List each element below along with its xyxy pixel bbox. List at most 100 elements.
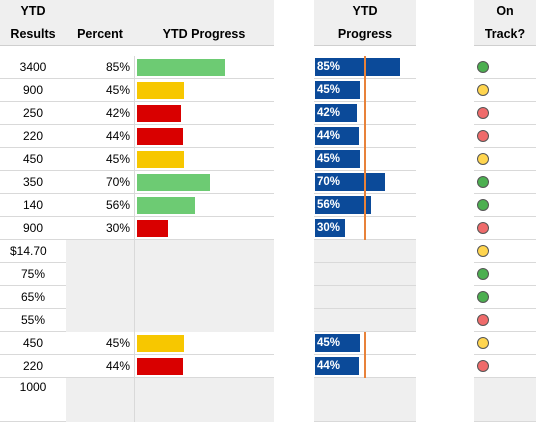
result-cell: 450 [22, 336, 44, 350]
table-row: 55% [0, 309, 274, 332]
table-row: 450 45% [0, 332, 274, 355]
progress-row: 30% [314, 217, 416, 240]
percent-header: Percent [77, 27, 123, 41]
ytd-progress-cell [134, 148, 274, 171]
ytd-progress-bar [137, 105, 181, 122]
target-line [364, 194, 366, 217]
percent-cell [66, 240, 134, 263]
percent-cell: 44% [105, 129, 130, 143]
ytd-progress-header: YTD Progress [162, 27, 246, 41]
left-rows: 3400 85% 900 45% 250 42% 220 44% 450 45% 350 70% 140… [0, 56, 274, 422]
table-row: 900 30% [0, 217, 274, 240]
ontrack-row [474, 148, 536, 171]
progress-bar: 45% [315, 150, 360, 168]
status-green-icon [477, 176, 489, 188]
ytd-progress-cell [134, 355, 274, 378]
progress-row: 45% [314, 148, 416, 171]
progress-bar: 85% [315, 58, 400, 76]
ytd-progress-bar [137, 358, 183, 375]
percent-cell: 30% [105, 221, 130, 235]
progress-column: YTD Progress 85% 45% 42% 44% 45% 70% 56% 30% 45%… [314, 0, 416, 422]
status-yellow-icon [477, 84, 489, 96]
percent-cell: 44% [105, 359, 130, 373]
table-row: 350 70% [0, 171, 274, 194]
table-row: 65% [0, 286, 274, 309]
result-cell: 450 [22, 152, 44, 166]
progress-rows: 85% 45% 42% 44% 45% 70% 56% 30% 45% 44% [314, 56, 416, 422]
ontrack-header: Track? [474, 23, 536, 46]
table-row: 1000 [0, 378, 274, 422]
progress-row: 45% [314, 79, 416, 102]
target-line [364, 56, 366, 79]
ytd-progress-cell [134, 102, 274, 125]
ontrack-row [474, 79, 536, 102]
table-row: 900 45% [0, 79, 274, 102]
progress-row: 44% [314, 125, 416, 148]
progress-bar: 70% [315, 173, 385, 191]
status-green-icon [477, 61, 489, 73]
ytd-progress-cell [134, 240, 274, 263]
table-row: 450 45% [0, 148, 274, 171]
results-header: Results [10, 27, 56, 41]
percent-cell [66, 263, 134, 286]
ytd-table: YTD Results Percent YTD Progress 3400 85%… [0, 0, 274, 422]
ytd-progress-bar [137, 59, 225, 76]
result-cell: 140 [22, 198, 44, 212]
status-red-icon [477, 222, 489, 234]
progress-row: 44% [314, 355, 416, 378]
ontrack-row [474, 171, 536, 194]
percent-cell: 45% [105, 336, 130, 350]
progress-bar: 30% [315, 219, 345, 237]
progress-row: 70% [314, 171, 416, 194]
results-header-top: YTD [20, 4, 46, 18]
status-yellow-icon [477, 245, 489, 257]
result-cell: 75% [20, 267, 46, 281]
ontrack-row [474, 240, 536, 263]
progress-bar: 45% [315, 334, 360, 352]
table-row: 3400 85% [0, 56, 274, 79]
ontrack-row [474, 355, 536, 378]
progress-header: Progress [314, 23, 416, 46]
progress-header-top: YTD [314, 0, 416, 23]
progress-row [314, 240, 416, 263]
progress-row [314, 286, 416, 309]
target-line [364, 355, 366, 378]
ytd-progress-cell [134, 56, 274, 79]
result-cell: 350 [22, 175, 44, 189]
progress-bar: 44% [315, 357, 359, 375]
result-cell: 900 [22, 221, 44, 235]
progress-bar: 45% [315, 81, 360, 99]
ytd-progress-cell [134, 332, 274, 355]
ytd-progress-cell [134, 309, 274, 332]
table-row: 75% [0, 263, 274, 286]
ontrack-row [474, 332, 536, 355]
progress-row: 56% [314, 194, 416, 217]
percent-cell: 45% [105, 83, 130, 97]
progress-row: 85% [314, 56, 416, 79]
status-green-icon [477, 291, 489, 303]
percent-cell [66, 309, 134, 332]
target-line [364, 332, 366, 355]
ytd-progress-cell [134, 378, 274, 422]
table-row: 250 42% [0, 102, 274, 125]
ontrack-row [474, 378, 536, 422]
target-line [364, 148, 366, 171]
status-red-icon [477, 130, 489, 142]
ontrack-row [474, 286, 536, 309]
ytd-progress-bar [137, 82, 184, 99]
ontrack-row [474, 194, 536, 217]
target-line [364, 102, 366, 125]
progress-row [314, 263, 416, 286]
ytd-progress-cell [134, 194, 274, 217]
result-cell: 55% [20, 313, 46, 327]
ontrack-row [474, 125, 536, 148]
table-row: 220 44% [0, 355, 274, 378]
target-line [364, 217, 366, 240]
status-green-icon [477, 268, 489, 280]
status-red-icon [477, 314, 489, 326]
result-cell: 220 [22, 359, 44, 373]
result-cell: 900 [22, 83, 44, 97]
progress-row: 42% [314, 102, 416, 125]
ontrack-rows [474, 56, 536, 422]
ytd-progress-cell [134, 263, 274, 286]
